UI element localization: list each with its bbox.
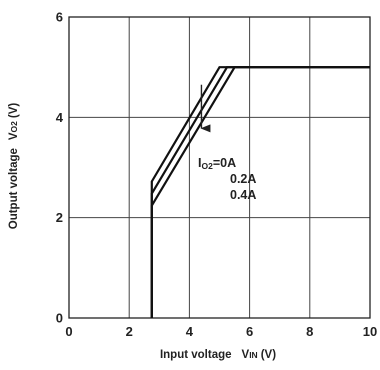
x-tick-label-0: 0 bbox=[65, 324, 72, 339]
series-line-0A bbox=[150, 66, 370, 318]
y-axis-label-unit: (V) bbox=[8, 103, 20, 119]
y-axis-label-symbol: V bbox=[8, 132, 20, 140]
y-axis-label-main: Output voltage bbox=[8, 148, 20, 229]
y-tick-labels: 0 2 4 6 bbox=[56, 10, 64, 326]
annotation-symbol: I bbox=[198, 156, 201, 170]
plot-frame bbox=[68, 16, 371, 319]
x-axis-label-unit: (V) bbox=[261, 349, 277, 361]
x-tick-labels: 0 2 4 6 8 10 bbox=[65, 324, 377, 339]
x-tick-label-8: 8 bbox=[306, 324, 313, 339]
x-axis-label-main: Input voltage bbox=[160, 349, 232, 361]
x-tick-label-10: 10 bbox=[363, 324, 377, 339]
y-tick-label-4: 4 bbox=[56, 110, 64, 125]
x-tick-label-4: 4 bbox=[186, 324, 194, 339]
x-tick-label-2: 2 bbox=[126, 324, 133, 339]
series-group bbox=[150, 66, 370, 318]
annotation-label-0A: IO2=0A bbox=[198, 156, 236, 171]
x-axis-label-sub: IN bbox=[249, 350, 258, 360]
x-axis-label: Input voltage VIN (V) bbox=[160, 349, 276, 361]
x-axis-label-symbol: V bbox=[242, 349, 250, 361]
series-line-0.2A bbox=[150, 66, 370, 318]
y-axis-label: Output voltage VO2 (V) bbox=[8, 103, 20, 230]
annotation-label-0.4A: 0.4A bbox=[230, 188, 256, 202]
annotation-label-0.2A: 0.2A bbox=[230, 172, 256, 186]
y-tick-label-0: 0 bbox=[56, 311, 63, 326]
y-tick-label-2: 2 bbox=[56, 210, 63, 225]
y-axis-label-sub: O2 bbox=[9, 121, 19, 133]
y-tick-label-6: 6 bbox=[56, 10, 63, 25]
annotation-value-0A: =0A bbox=[213, 156, 236, 170]
series-line-0.4A bbox=[150, 66, 370, 318]
annotation-symbol-sub: O2 bbox=[201, 161, 213, 171]
x-tick-label-6: 6 bbox=[246, 324, 253, 339]
